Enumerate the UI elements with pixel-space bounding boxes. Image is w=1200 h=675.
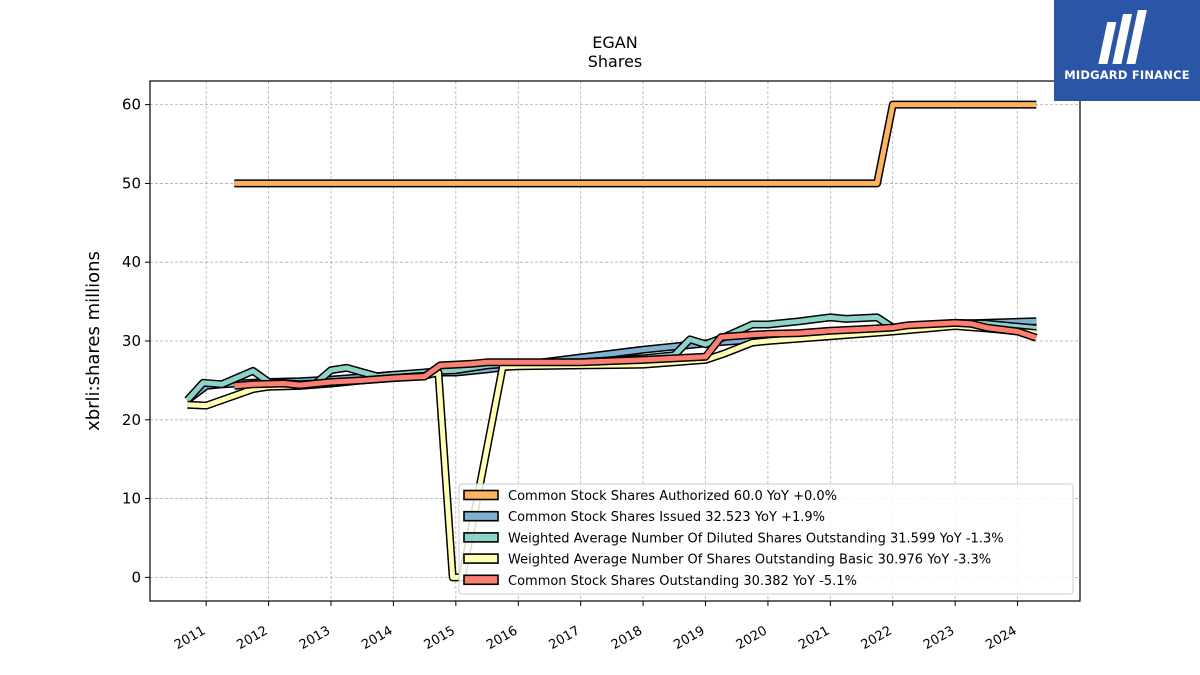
midgard-finance-logo: MIDGARD FINANCE — [1054, 0, 1200, 101]
series-stroke — [234, 320, 1038, 389]
x-tick-label: 2011 — [172, 623, 208, 653]
series-stroke — [234, 102, 1037, 186]
legend-label: Common Stock Shares Outstanding 30.382 Y… — [508, 574, 857, 589]
x-tick-label: 2017 — [547, 623, 583, 653]
y-tick-label: 60 — [122, 96, 141, 114]
x-tick-label: 2019 — [671, 623, 707, 653]
y-axis-label: xbrli:shares millions — [83, 251, 104, 431]
y-tick-label: 50 — [122, 174, 141, 192]
chart-subtitle: Shares — [587, 52, 643, 71]
x-tick-label: 2024 — [983, 623, 1019, 653]
series-1-line — [234, 100, 1037, 188]
x-tick-label: 2022 — [859, 623, 895, 653]
logo-mark-icon — [1098, 10, 1147, 64]
x-tick-label: 2013 — [297, 623, 333, 653]
legend-swatch — [463, 553, 499, 564]
x-tick-label: 2012 — [234, 623, 270, 653]
x-tick-label: 2018 — [609, 623, 645, 653]
x-tick-label: 2020 — [734, 623, 770, 653]
y-tick-label: 0 — [131, 568, 141, 586]
chart-title: EGAN — [592, 33, 638, 52]
legend-box — [458, 483, 1074, 595]
x-tick-label: 2021 — [796, 623, 832, 653]
logo-text: MIDGARD FINANCE — [1064, 68, 1190, 82]
x-tick-label: 2016 — [484, 623, 520, 653]
legend-swatch — [463, 532, 499, 543]
y-tick-label: 20 — [122, 411, 141, 429]
legend: Common Stock Shares Authorized 60.0 YoY … — [458, 483, 1074, 595]
x-tick-label: 2015 — [422, 623, 458, 653]
x-tick-label: 2014 — [359, 623, 395, 653]
legend-swatch — [463, 510, 499, 522]
y-tick-label: 30 — [122, 332, 141, 350]
x-tick-label: 2023 — [921, 623, 957, 653]
legend-label: Common Stock Shares Authorized 60.0 YoY … — [508, 489, 837, 504]
series-outline — [234, 100, 1037, 188]
legend-swatch — [463, 489, 499, 501]
series-5-line — [233, 318, 1038, 390]
series-lines — [184, 100, 1038, 582]
legend-label: Weighted Average Number Of Diluted Share… — [508, 531, 1004, 546]
y-tick-label: 40 — [122, 253, 141, 271]
legend-swatch — [463, 574, 499, 586]
legend-label: Common Stock Shares Issued 32.523 YoY +1… — [508, 510, 825, 525]
y-tick-label: 10 — [122, 490, 141, 508]
legend-label: Weighted Average Number Of Shares Outsta… — [508, 553, 991, 568]
